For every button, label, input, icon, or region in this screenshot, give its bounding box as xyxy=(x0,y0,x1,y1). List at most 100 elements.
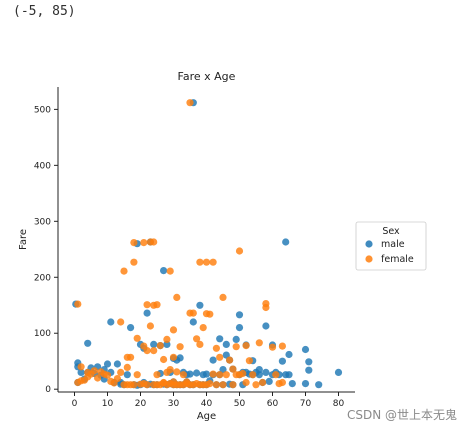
data-point-male xyxy=(222,340,230,348)
data-point-female xyxy=(278,342,286,350)
data-point-male xyxy=(255,366,263,374)
data-point-male xyxy=(255,371,263,379)
data-point-female xyxy=(120,267,128,275)
data-point-male xyxy=(301,345,310,354)
data-point-female xyxy=(209,370,217,378)
data-point-female xyxy=(143,347,151,355)
data-point-female xyxy=(90,367,98,375)
data-point-female xyxy=(206,310,214,318)
data-point-male xyxy=(278,357,286,365)
data-point-male xyxy=(288,380,296,388)
data-point-male xyxy=(150,340,158,348)
data-point-female xyxy=(123,363,131,371)
data-point-female xyxy=(216,371,224,379)
legend: Sex male female xyxy=(355,221,427,271)
data-point-female xyxy=(74,300,82,308)
data-point-male xyxy=(186,370,194,378)
data-point-female xyxy=(216,353,224,361)
data-point-male xyxy=(113,360,121,368)
data-point-female xyxy=(130,239,138,247)
data-point-male xyxy=(103,360,112,368)
data-point-female xyxy=(113,375,121,383)
data-point-female xyxy=(239,369,247,378)
data-point-female xyxy=(163,335,171,343)
data-point-male xyxy=(127,324,135,332)
data-point-female xyxy=(186,99,194,107)
y-tick-label: 400 xyxy=(34,161,51,171)
data-point-female xyxy=(219,381,227,389)
legend-label-female: female xyxy=(381,254,414,265)
data-point-male xyxy=(176,354,184,362)
x-axis-label: Age xyxy=(197,411,216,422)
data-point-female xyxy=(209,258,217,266)
data-point-female xyxy=(255,339,263,347)
data-point-female xyxy=(150,238,158,246)
data-point-male xyxy=(160,267,168,275)
data-point-female xyxy=(212,381,220,389)
x-tick-label: 40 xyxy=(201,399,213,409)
data-point-male xyxy=(84,339,92,347)
legend-label-male: male xyxy=(381,239,405,250)
x-tick-label: 80 xyxy=(333,399,345,409)
data-point-male xyxy=(143,309,151,317)
data-point-female xyxy=(153,301,161,309)
data-point-female xyxy=(117,318,125,326)
data-point-female xyxy=(242,378,250,387)
data-point-female xyxy=(130,381,138,389)
data-point-female xyxy=(262,300,270,308)
data-point-male xyxy=(77,368,85,376)
data-point-female xyxy=(94,374,102,382)
data-point-female xyxy=(156,342,164,350)
data-point-male xyxy=(285,350,293,359)
cell-output-text: (-5, 85) xyxy=(13,4,76,19)
data-point-male xyxy=(235,311,244,319)
x-tick-label: 50 xyxy=(234,399,246,409)
data-point-female xyxy=(103,371,112,379)
data-point-female xyxy=(193,335,201,343)
data-point-male xyxy=(193,369,201,377)
data-point-female xyxy=(133,371,141,379)
data-point-male xyxy=(262,322,270,330)
data-point-female xyxy=(245,357,253,365)
data-point-female xyxy=(150,347,158,355)
x-tick-label: 70 xyxy=(300,399,312,409)
data-point-male xyxy=(216,335,224,343)
data-point-female xyxy=(127,353,135,361)
data-point-female xyxy=(242,342,250,350)
data-point-female xyxy=(140,239,148,247)
x-tick-label: 10 xyxy=(102,399,114,409)
data-point-female xyxy=(166,267,174,275)
data-point-male xyxy=(334,368,343,376)
data-point-female xyxy=(259,378,267,387)
data-point-female xyxy=(130,258,138,266)
data-point-female xyxy=(173,293,181,301)
chart-title: Fare x Age xyxy=(178,70,236,83)
data-point-female xyxy=(196,258,204,266)
data-point-male xyxy=(107,318,115,326)
data-point-female xyxy=(179,371,187,379)
data-point-male xyxy=(189,318,197,326)
data-point-female xyxy=(146,322,154,330)
data-point-male xyxy=(262,368,270,376)
data-point-female xyxy=(272,371,280,379)
data-point-male xyxy=(315,381,323,389)
data-point-female xyxy=(252,381,260,389)
data-point-female xyxy=(222,371,230,379)
data-point-male xyxy=(301,380,310,388)
data-point-female xyxy=(143,381,151,389)
data-point-male xyxy=(265,377,273,385)
y-tick-label: 300 xyxy=(34,217,51,227)
data-point-female xyxy=(173,368,181,376)
data-point-male xyxy=(219,366,227,374)
data-point-female xyxy=(133,334,141,342)
y-axis-label: Fare xyxy=(18,229,29,250)
data-point-male xyxy=(305,366,313,374)
y-tick-label: 500 xyxy=(34,105,51,115)
data-point-male xyxy=(232,335,240,343)
data-point-female xyxy=(219,293,227,301)
y-tick-label: 100 xyxy=(34,329,51,339)
data-point-female xyxy=(226,356,234,364)
data-point-female xyxy=(160,355,168,364)
data-point-female xyxy=(232,343,240,351)
axis-ticks: 0 10 20 30 40 50 60 70 80 0 100 200 300 400 500 xyxy=(34,105,345,409)
